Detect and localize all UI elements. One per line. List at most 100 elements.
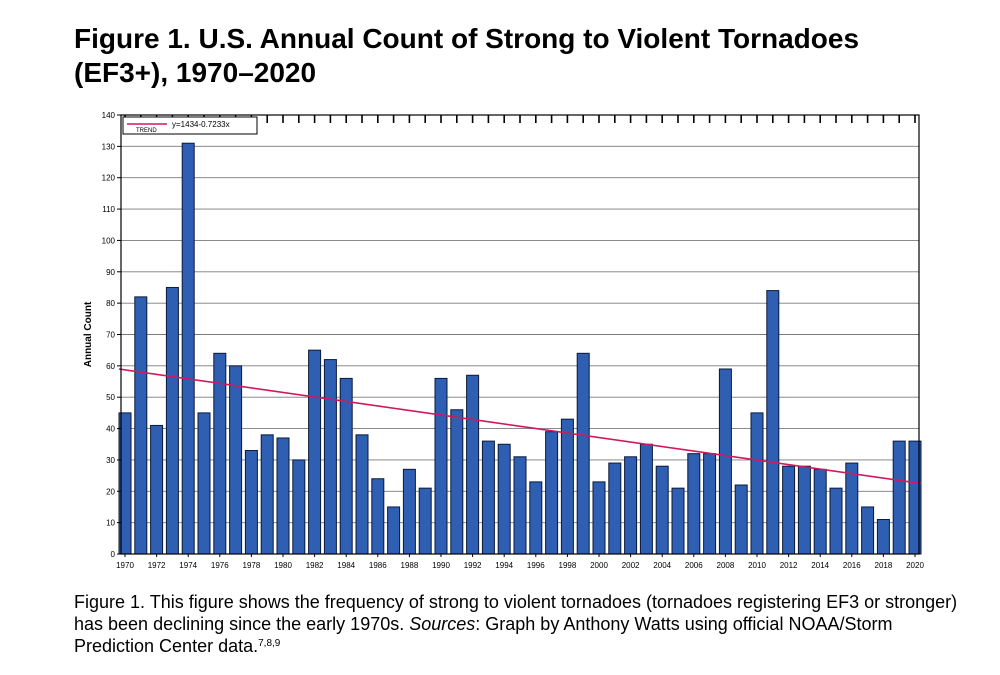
bar-2017	[861, 506, 875, 555]
bar-2015	[829, 487, 843, 555]
y-tick-label: 0	[111, 550, 116, 559]
bar-1998	[560, 418, 574, 555]
x-tick-label: 2018	[875, 561, 893, 570]
y-tick-label: 100	[102, 236, 116, 245]
bar-2013	[797, 465, 811, 555]
x-tick-label: 2012	[780, 561, 798, 570]
x-tick-label: 1978	[243, 561, 261, 570]
bar-1997	[545, 431, 559, 555]
x-tick-label: 1998	[559, 561, 577, 570]
bar-1978	[244, 450, 258, 555]
y-tick-label: 30	[106, 456, 115, 465]
bar-1999	[576, 352, 590, 555]
legend: TREND y=1434-0.7233x	[122, 116, 258, 135]
y-tick-label: 60	[106, 362, 115, 371]
x-tick-label: 1976	[211, 561, 229, 570]
bar-1989	[418, 487, 432, 555]
chart-title-line1: Figure 1. U.S. Annual Count of Strong to…	[74, 23, 860, 54]
bar-1992	[466, 374, 480, 555]
caption-superscript: 7,8,9	[258, 638, 281, 649]
y-tick-label: 110	[102, 205, 115, 214]
bar-2007	[703, 453, 717, 555]
grid-lines	[121, 114, 919, 555]
bar-2008	[718, 368, 732, 555]
y-tick-label: 120	[102, 174, 116, 183]
y-tick-label: 20	[106, 487, 115, 496]
chart-title: Figure 1. U.S. Annual Count of Strong to…	[74, 22, 954, 90]
bar-1972	[150, 424, 164, 555]
x-tick-label: 1994	[495, 561, 513, 570]
bar-1974	[181, 142, 195, 555]
bar-1977	[229, 365, 243, 555]
bar-1988	[402, 468, 416, 555]
bar-1971	[134, 296, 148, 555]
x-tick-label: 2006	[685, 561, 703, 570]
x-tick-label: 1986	[369, 561, 387, 570]
y-tick-label: 40	[106, 425, 115, 434]
x-tick-label: 1974	[179, 561, 197, 570]
bar-2005	[671, 487, 685, 555]
bar-2002	[624, 456, 638, 555]
bar-1975	[197, 412, 211, 555]
caption-text-1: Figure 1. This figure shows the frequenc…	[74, 592, 958, 634]
bar-2001	[608, 462, 622, 555]
trend-line	[118, 368, 922, 485]
bar-1996	[529, 481, 543, 555]
bar-2006	[687, 453, 701, 555]
y-tick-label: 10	[106, 519, 115, 528]
bar-1979	[260, 434, 274, 555]
bar-2011	[766, 290, 780, 555]
bar-2016	[845, 462, 859, 555]
caption-text-2: : Graph by Anthony Watts using official …	[74, 614, 893, 656]
y-tick-label: 130	[102, 142, 116, 151]
legend-box	[122, 116, 258, 135]
bar-1984	[339, 377, 353, 555]
bar-1986	[371, 478, 385, 555]
x-tick-label: 2008	[717, 561, 735, 570]
y-tick-label: 90	[106, 268, 115, 277]
x-tick-label: 2004	[653, 561, 671, 570]
legend-equation: y=1434-0.7233x	[172, 120, 230, 129]
x-tick-label: 1972	[148, 561, 166, 570]
bar-1990	[434, 377, 448, 555]
bar-2000	[592, 481, 606, 555]
x-tick-label: 2002	[622, 561, 640, 570]
y-tick-label: 140	[102, 111, 116, 120]
bar-1994	[497, 443, 511, 555]
bar-1983	[323, 359, 337, 555]
legend-label: TREND	[136, 128, 157, 134]
y-axis-label: Annual Count	[83, 301, 94, 367]
y-tick-label: 70	[106, 331, 115, 340]
bar-2003	[639, 443, 653, 555]
bar-2010	[750, 412, 764, 555]
bar-2012	[782, 465, 796, 555]
x-tick-label: 1980	[274, 561, 292, 570]
x-tick-label: 1988	[401, 561, 419, 570]
x-tick-label: 1970	[116, 561, 134, 570]
bar-1980	[276, 437, 290, 555]
bar-1995	[513, 456, 527, 555]
chart-title-line2: (EF3+), 1970–2020	[74, 57, 317, 88]
x-tick-label: 2016	[843, 561, 861, 570]
x-tick-label: 2014	[811, 561, 829, 570]
bar-chart: 0 10 20 30 40 50 60 70 80 90 100 110 120 130 140 1970 19…	[83, 111, 924, 570]
y-tick-label: 80	[106, 299, 115, 308]
y-tick-label: 50	[106, 393, 115, 402]
figure-caption: Figure 1. This figure shows the frequenc…	[74, 591, 964, 657]
bar-2014	[813, 468, 827, 555]
x-tick-label: 2000	[590, 561, 608, 570]
bar-2018	[876, 519, 890, 555]
bar-2004	[655, 465, 669, 555]
x-tick-label: 1990	[432, 561, 450, 570]
x-tick-label: 1982	[306, 561, 324, 570]
bar-2019	[892, 440, 906, 555]
bar-1981	[292, 459, 306, 555]
bar-1987	[387, 506, 401, 555]
bar-1982	[308, 349, 322, 555]
x-tick-label: 2020	[906, 561, 924, 570]
bar-1973	[165, 286, 179, 555]
bar-1985	[355, 434, 369, 555]
bar-2009	[734, 484, 748, 555]
x-tick-label: 1984	[337, 561, 355, 570]
bar-1991	[450, 409, 464, 555]
